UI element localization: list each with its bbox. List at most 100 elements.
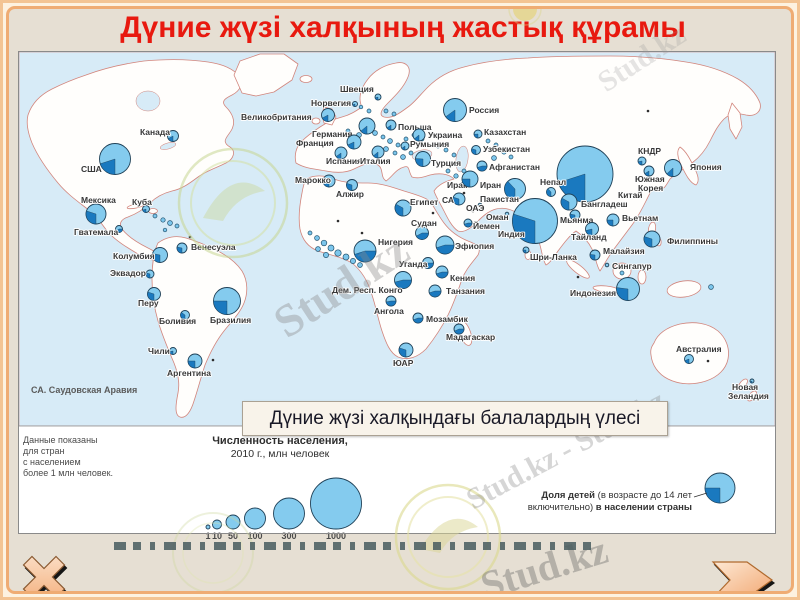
close-button[interactable] bbox=[15, 553, 73, 591]
small-country-circle bbox=[334, 249, 342, 257]
country-label: Корея bbox=[638, 183, 663, 193]
country-marker: Малайзия bbox=[589, 245, 646, 261]
small-country-circle bbox=[435, 143, 441, 149]
children-share-wedge bbox=[471, 148, 477, 155]
children-share-wedge bbox=[147, 291, 155, 301]
children-share-wedge bbox=[473, 133, 479, 139]
children-share-wedge bbox=[637, 160, 643, 166]
country-label: Боливия bbox=[159, 316, 196, 326]
share-legend-text: Доля детей (в возрасте до 14 лет bbox=[541, 490, 692, 501]
country-marker: Румыния bbox=[400, 138, 450, 151]
country-label: Франция bbox=[296, 138, 334, 148]
next-button[interactable] bbox=[709, 557, 777, 591]
country-label: Швеция bbox=[340, 84, 374, 94]
country-marker: Мозамбик bbox=[412, 312, 470, 325]
small-country-circle bbox=[508, 154, 514, 160]
country-marker: Индия bbox=[497, 198, 558, 244]
children-share-wedge bbox=[476, 165, 488, 172]
children-share-wedge bbox=[385, 300, 397, 307]
children-share-wedge bbox=[100, 158, 116, 175]
small-country-circle bbox=[451, 152, 457, 158]
size-legend-value: 50 bbox=[228, 531, 238, 541]
children-share-wedge bbox=[585, 228, 593, 236]
country-label: Алжир bbox=[336, 189, 364, 199]
children-share-wedge bbox=[360, 125, 368, 135]
country-label: Индонезия bbox=[570, 288, 616, 298]
legend-band bbox=[19, 426, 775, 534]
small-country-circle bbox=[380, 134, 386, 140]
country-label: Марокко bbox=[295, 175, 331, 185]
country-label: Шри-Ланка bbox=[530, 252, 577, 262]
world-map-panel: Канада США Мексика Куба Гватемала Венесуэла Ко… bbox=[18, 51, 776, 543]
country-label: Эквадор bbox=[110, 268, 146, 278]
country-label: Венесуэла bbox=[191, 242, 236, 252]
country-label: Тайланд bbox=[571, 232, 607, 242]
country-marker: Йемен bbox=[463, 218, 501, 232]
country-label: СА bbox=[442, 195, 454, 205]
country-label: Афганистан bbox=[489, 162, 540, 172]
country-marker: Аргентина bbox=[166, 353, 212, 379]
children-share-wedge bbox=[145, 272, 151, 279]
country-label: Россия bbox=[469, 105, 499, 115]
country-label: Мадагаскар bbox=[446, 332, 495, 342]
children-share-wedge bbox=[413, 317, 424, 324]
country-marker: США bbox=[80, 143, 131, 175]
country-marker: Филиппины bbox=[643, 230, 719, 248]
children-share-wedge bbox=[589, 254, 596, 261]
country-marker: Марокко bbox=[294, 174, 336, 188]
country-label: Германия bbox=[312, 129, 352, 139]
children-share-wedge bbox=[416, 232, 429, 240]
children-share-wedge bbox=[461, 178, 471, 188]
world-map: Канада США Мексика Куба Гватемала Венесуэла Ко… bbox=[18, 51, 776, 541]
small-country-circle bbox=[443, 147, 449, 153]
country-circle bbox=[604, 262, 610, 268]
small-country-circle bbox=[391, 111, 397, 117]
legend-note-line: более 1 млн человек. bbox=[23, 468, 113, 478]
children-share-wedge bbox=[187, 360, 196, 369]
tiny-country-dot bbox=[431, 211, 435, 215]
slide: Дүние жүзі халқының жастық құрамы bbox=[6, 6, 794, 594]
small-country-circle bbox=[400, 154, 406, 160]
country-label: Казахстан bbox=[484, 127, 526, 137]
country-label: Китай bbox=[618, 190, 643, 200]
children-share-wedge bbox=[560, 197, 570, 211]
small-country-circle bbox=[323, 252, 329, 258]
tiny-country-dot bbox=[646, 109, 650, 113]
tiny-country-dot bbox=[360, 231, 364, 235]
continents bbox=[26, 53, 761, 418]
tiny-country-dot bbox=[336, 219, 340, 223]
size-legend-circle bbox=[205, 524, 211, 530]
country-label: Филиппины bbox=[667, 236, 718, 246]
small-country-circle bbox=[387, 138, 393, 144]
small-country-circle bbox=[357, 262, 363, 268]
country-marker: КНДР bbox=[637, 145, 662, 166]
small-country-circle bbox=[493, 142, 499, 148]
children-share-wedge bbox=[463, 222, 473, 228]
children-share-wedge bbox=[644, 170, 650, 177]
country-marker: Япония bbox=[664, 159, 723, 177]
country-marker: Испания bbox=[325, 146, 363, 167]
country-label: Вьетнам bbox=[622, 213, 658, 223]
small-country-circle bbox=[383, 146, 389, 152]
country-label: Кения bbox=[450, 273, 475, 283]
children-share-wedge bbox=[394, 279, 412, 289]
tiny-country-dot bbox=[471, 209, 475, 213]
country-marker: Турция bbox=[415, 151, 462, 169]
country-circle bbox=[477, 202, 483, 208]
children-share-wedge bbox=[452, 196, 460, 206]
country-label: Танзания bbox=[446, 286, 485, 296]
country-marker: Мадагаскар bbox=[445, 323, 496, 343]
country-marker: Дем. Респ. Конго bbox=[331, 271, 412, 296]
country-marker: Сингапур bbox=[604, 260, 653, 272]
share-legend-text: включительно) в населении страны bbox=[528, 502, 692, 513]
small-country-circle bbox=[315, 246, 321, 252]
country-label: Мозамбик bbox=[426, 314, 469, 324]
small-country-circle bbox=[395, 142, 401, 148]
country-label: Великобритания bbox=[241, 112, 312, 122]
country-marker: Гватемала bbox=[73, 225, 123, 238]
country-marker: Украина bbox=[412, 128, 463, 142]
children-share-wedge bbox=[666, 167, 674, 177]
country-marker: Канада bbox=[139, 126, 179, 142]
children-share-wedge bbox=[374, 96, 379, 101]
